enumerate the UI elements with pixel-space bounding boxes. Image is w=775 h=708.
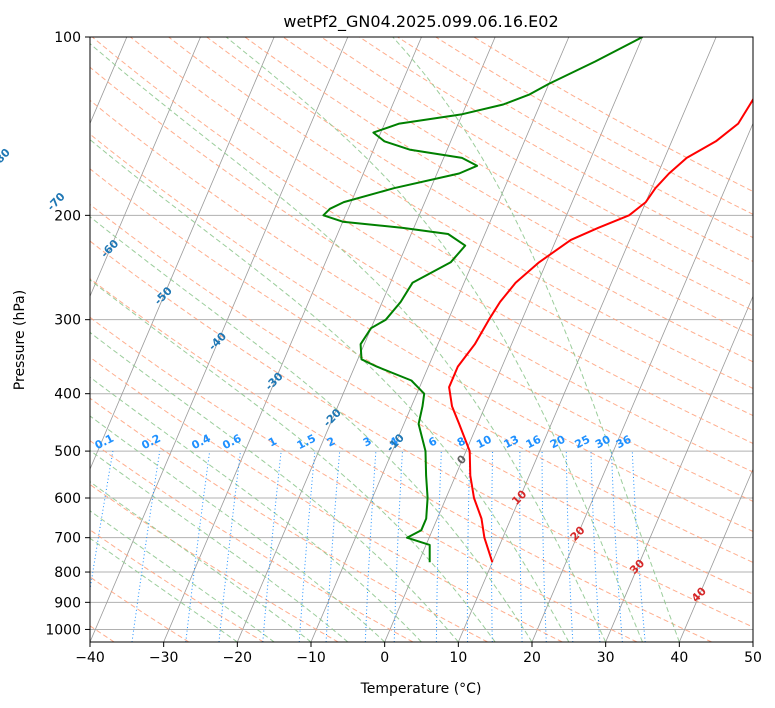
- isotherm-line: [605, 295, 753, 642]
- moist-adiabat-line: [90, 449, 349, 642]
- isotherm-line: [457, 37, 717, 642]
- x-tick-label: −20: [223, 650, 253, 666]
- mixing-ratio-line: [185, 451, 211, 642]
- y-tick-label: 300: [54, 313, 81, 329]
- mixing-ratio-line: [218, 451, 241, 642]
- x-tick-label: 10: [449, 650, 467, 666]
- mixing-ratio-line: [519, 451, 523, 642]
- moist-adiabat-line: [225, 37, 643, 642]
- mixing-ratio-line: [364, 451, 377, 642]
- mixing-ratio-label: 10: [474, 433, 494, 452]
- plot-frame: [89, 36, 754, 643]
- mixing-ratio-line: [90, 451, 114, 594]
- mixing-ratio-label: 20: [548, 433, 568, 452]
- isotherm-line: [90, 37, 349, 642]
- temperature-profile: [448, 97, 753, 563]
- dry-adiabat-line: [320, 37, 753, 287]
- y-axis: 100 200 300 400 500 600 700 800 900 1000: [45, 30, 90, 638]
- mixing-ratio-line: [565, 451, 574, 642]
- isotherm-label: -80: [0, 146, 13, 170]
- moist-adiabat-line: [90, 331, 459, 642]
- isotherm-line: [384, 37, 643, 642]
- y-tick-label: 100: [54, 30, 81, 46]
- x-axis-label: Temperature (°C): [360, 681, 482, 697]
- x-tick-label: 20: [523, 650, 541, 666]
- mixing-ratio-label: 16: [524, 433, 544, 452]
- dry-adiabat-line: [90, 529, 264, 642]
- y-tick-label: 900: [54, 595, 81, 611]
- mixing-ratio-line: [590, 451, 601, 642]
- y-tick-label: 400: [54, 387, 81, 403]
- dry-adiabat-line: [473, 37, 753, 192]
- profile-lines: [322, 37, 753, 563]
- moist-adiabat-line: [392, 37, 680, 642]
- dewpoint-profile: [322, 37, 643, 563]
- isotherm-line: [90, 37, 275, 471]
- mixing-ratio-line: [131, 451, 161, 642]
- mixing-ratio-label: 25: [573, 433, 593, 452]
- y-tick-label: 700: [54, 531, 81, 547]
- dry-adiabat-line: [359, 37, 753, 262]
- dry-adiabat-line: [90, 168, 753, 563]
- dry-adiabat-line: [206, 37, 753, 363]
- plot-background: [90, 37, 753, 642]
- mixing-ratio-line: [631, 451, 646, 642]
- y-tick-label: 500: [54, 444, 81, 460]
- mixing-ratio-line: [490, 451, 494, 642]
- x-axis: −40 −30 −20 −10 0 10 20 30 40 50: [75, 642, 762, 666]
- mixing-ratio-line: [435, 451, 442, 642]
- x-tick-label: −40: [75, 650, 105, 666]
- y-axis-label: Pressure (hPa): [12, 290, 28, 390]
- x-tick-label: 0: [380, 650, 389, 666]
- y-tick-label: 1000: [45, 622, 81, 638]
- dry-adiabat-line: [244, 37, 753, 337]
- isotherm-line: [752, 640, 753, 642]
- moist-adiabat-line: [90, 415, 386, 642]
- dry-adiabat-line: [90, 240, 753, 628]
- moist-adiabat-line: [90, 139, 570, 642]
- moist-adiabat-line: [90, 537, 238, 642]
- x-tick-label: 30: [597, 650, 615, 666]
- moist-adiabat-line: [90, 279, 496, 642]
- background-lines: [90, 37, 753, 642]
- x-tick-label: −10: [296, 650, 326, 666]
- isotherm-line: [531, 122, 753, 642]
- dry-adiabat-line: [90, 203, 753, 595]
- dry-adiabat-line: [90, 99, 753, 502]
- dry-adiabat-line: [90, 440, 414, 642]
- x-tick-label: 40: [670, 650, 688, 666]
- mixing-ratio-label: 30: [593, 433, 613, 452]
- mixing-ratio-line: [262, 451, 282, 642]
- isotherm-line: [678, 468, 753, 642]
- mixing-ratio-line: [611, 451, 623, 642]
- x-tick-label: −30: [149, 650, 179, 666]
- y-tick-label: 200: [54, 208, 81, 224]
- moist-adiabat-line: [90, 376, 422, 642]
- chart-title: wetPf2_GN04.2025.099.06.16.E02: [283, 12, 558, 32]
- isotherm-line: [90, 37, 201, 298]
- x-tick-label: 50: [744, 650, 762, 666]
- dry-adiabat-line: [90, 66, 753, 473]
- mixing-ratio-line: [466, 451, 471, 642]
- dry-adiabat-line: [90, 133, 753, 533]
- y-tick-label: 600: [54, 491, 81, 507]
- y-tick-label: 800: [54, 565, 81, 581]
- mixing-ratio-line: [325, 451, 341, 642]
- dry-adiabat-line: [130, 37, 753, 417]
- mixing-ratio-line: [541, 451, 547, 642]
- moist-adiabat-line: [90, 216, 533, 642]
- mixing-ratio-label: 13: [502, 433, 522, 452]
- isotherm-line: [236, 37, 496, 642]
- dry-adiabat-line: [90, 278, 712, 642]
- mixing-ratio-line: [393, 451, 403, 642]
- mixing-ratio-label: 36: [614, 433, 634, 452]
- mixing-ratio-line: [298, 451, 316, 642]
